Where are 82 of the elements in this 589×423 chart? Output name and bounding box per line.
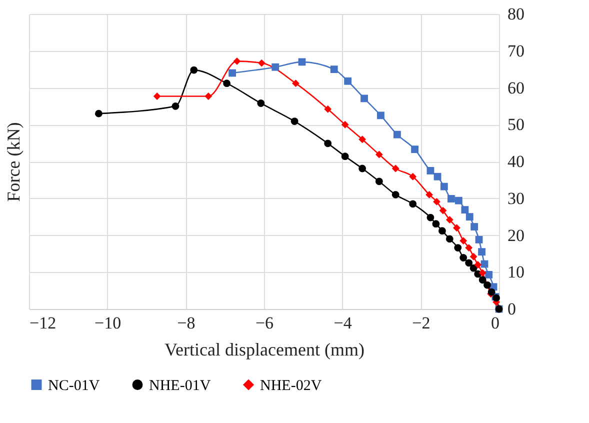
point: [358, 164, 366, 172]
legend-label: NHE-01V: [149, 378, 211, 394]
legend-label: NC-01V: [48, 378, 100, 394]
point: [358, 136, 366, 144]
point: [392, 190, 400, 198]
point: [377, 112, 384, 120]
point: [478, 248, 486, 256]
point: [470, 252, 478, 260]
point: [409, 200, 417, 208]
point: [478, 276, 486, 284]
point: [258, 59, 266, 67]
point: [233, 57, 241, 65]
point: [324, 105, 332, 113]
point: [392, 164, 400, 172]
legend-label: NHE-02V: [260, 378, 322, 394]
point: [228, 69, 236, 77]
point: [475, 236, 483, 244]
point: [344, 77, 352, 85]
y-axis-title: Force (kN): [4, 122, 24, 202]
point: [448, 195, 455, 202]
point: [324, 140, 332, 148]
x-tick-label: 0: [491, 314, 500, 332]
point: [223, 80, 230, 88]
point: [190, 66, 198, 74]
point: [375, 150, 383, 158]
point: [95, 110, 102, 118]
point: [341, 152, 349, 160]
x-tick-label: −8: [177, 314, 196, 332]
point: [172, 102, 180, 110]
y-tick-label: 0: [508, 300, 516, 318]
point: [257, 100, 265, 107]
point: [409, 172, 417, 180]
y-tick-label: 50: [508, 115, 524, 134]
point: [290, 118, 298, 126]
x-axis-title: Vertical displacement (mm): [164, 340, 364, 360]
point: [485, 271, 493, 278]
y-tick-label: 70: [508, 41, 524, 60]
y-tick-label: 80: [508, 4, 524, 24]
point: [465, 244, 473, 252]
point: [460, 237, 468, 244]
x-tick-label: −6: [255, 314, 274, 332]
point: [426, 190, 433, 198]
point: [272, 63, 280, 71]
point: [292, 80, 300, 88]
point: [446, 216, 454, 224]
y-tick-label: 10: [508, 262, 524, 282]
point: [446, 235, 454, 243]
x-tick-label: −2: [412, 314, 430, 332]
x-tick-label: −12: [30, 314, 56, 332]
point: [438, 227, 446, 235]
x-tick-label: −10: [94, 314, 122, 332]
y-tick-label: 20: [508, 226, 524, 245]
point: [454, 196, 462, 204]
point: [452, 224, 460, 232]
x-tick-label: −4: [334, 314, 352, 332]
point: [341, 120, 349, 128]
point: [439, 206, 447, 214]
y-tick-label: 60: [508, 78, 524, 98]
point: [474, 261, 482, 268]
point: [465, 259, 473, 267]
point: [433, 198, 440, 206]
point: [440, 182, 448, 190]
point: [432, 220, 440, 228]
point: [360, 94, 368, 102]
point: [454, 244, 462, 252]
point: [460, 254, 468, 262]
y-tick-label: 40: [508, 152, 524, 171]
point: [298, 58, 306, 66]
point: [466, 213, 474, 221]
y-tick-label: 30: [508, 188, 524, 208]
point: [393, 130, 401, 138]
point: [470, 223, 478, 230]
point: [434, 172, 442, 180]
point: [461, 206, 469, 214]
point: [204, 92, 212, 100]
point: [411, 146, 418, 154]
point: [478, 269, 486, 277]
point: [426, 214, 434, 222]
point: [153, 92, 161, 100]
point: [375, 178, 383, 186]
point: [426, 167, 434, 174]
point: [330, 66, 338, 74]
